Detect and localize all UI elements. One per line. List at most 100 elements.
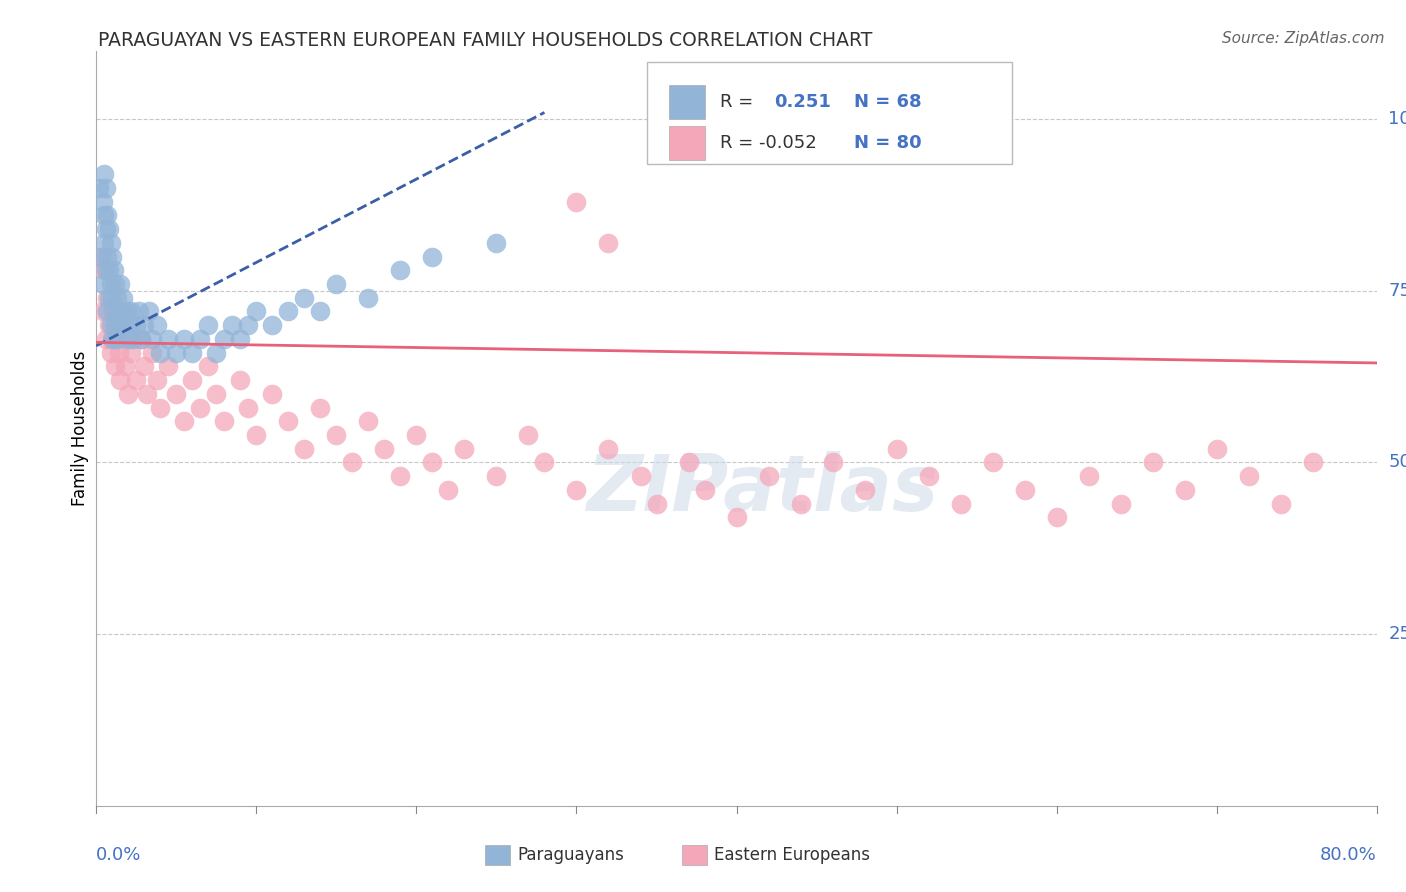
Point [197,318,219,333]
Point [91,304,114,318]
Point [118,318,141,333]
Point [108,277,131,291]
Point [1302,455,1324,469]
Point [98,222,121,236]
Point [146,373,169,387]
Point [165,387,187,401]
Point [128,304,150,318]
Point [1237,469,1260,483]
Point [117,387,139,401]
Point [373,442,395,456]
Text: ZIPatlas: ZIPatlas [586,450,938,526]
Point [1205,442,1227,456]
Point [96,304,118,318]
Point [104,277,127,291]
Text: R = -0.052: R = -0.052 [720,134,817,153]
Point [136,387,159,401]
Point [789,497,811,511]
Text: 25.0%: 25.0% [1388,625,1406,643]
Point [229,373,252,387]
Point [108,318,131,333]
Text: N = 68: N = 68 [855,93,922,111]
Point [125,373,148,387]
Point [96,291,118,305]
Point [94,332,117,346]
Point [918,112,941,127]
Point [886,146,908,161]
Point [107,345,129,359]
Point [98,263,121,277]
Point [853,483,876,497]
Point [886,442,908,456]
Point [1077,469,1099,483]
Point [90,250,112,264]
Point [277,304,299,318]
Point [111,332,134,346]
Point [114,318,136,333]
Point [245,304,267,318]
Point [485,469,508,483]
Point [325,277,347,291]
Point [758,469,780,483]
Point [91,277,114,291]
Point [98,291,121,305]
Point [101,291,124,305]
Point [90,250,112,264]
Point [115,304,138,318]
Point [181,345,204,359]
Point [533,455,555,469]
Point [173,414,195,428]
Point [104,318,127,333]
Point [134,359,156,374]
Point [181,373,204,387]
Point [262,318,284,333]
Point [485,235,508,250]
Text: R =: R = [720,93,754,111]
Point [292,291,315,305]
Point [422,455,444,469]
Point [101,332,124,346]
Point [1142,455,1164,469]
Point [105,318,128,333]
Point [101,250,124,264]
Point [103,263,125,277]
Point [103,332,125,346]
Point [437,483,460,497]
Point [1014,483,1036,497]
Point [94,263,117,277]
Point [107,304,129,318]
Point [100,318,122,333]
Point [149,401,172,415]
Point [405,428,427,442]
Point [122,332,145,346]
Text: 0.0%: 0.0% [96,846,142,863]
Point [100,235,122,250]
Text: 0.251: 0.251 [773,93,831,111]
Point [357,291,380,305]
Point [342,455,364,469]
Point [453,442,475,456]
Point [357,414,380,428]
Point [262,387,284,401]
Point [565,194,588,209]
Point [125,318,148,333]
Point [100,345,122,359]
Point [517,428,540,442]
Point [93,167,115,181]
Point [422,250,444,264]
Point [149,345,172,359]
Bar [669,126,704,161]
FancyBboxPatch shape [647,62,1012,164]
Text: Paraguayans: Paraguayans [517,846,624,863]
Point [309,304,332,318]
Point [981,455,1004,469]
Point [93,235,115,250]
Point [325,428,347,442]
Point [105,291,128,305]
Point [157,332,180,346]
Point [129,332,152,346]
Point [821,455,844,469]
Point [104,359,127,374]
Point [96,208,118,222]
Point [129,332,152,346]
